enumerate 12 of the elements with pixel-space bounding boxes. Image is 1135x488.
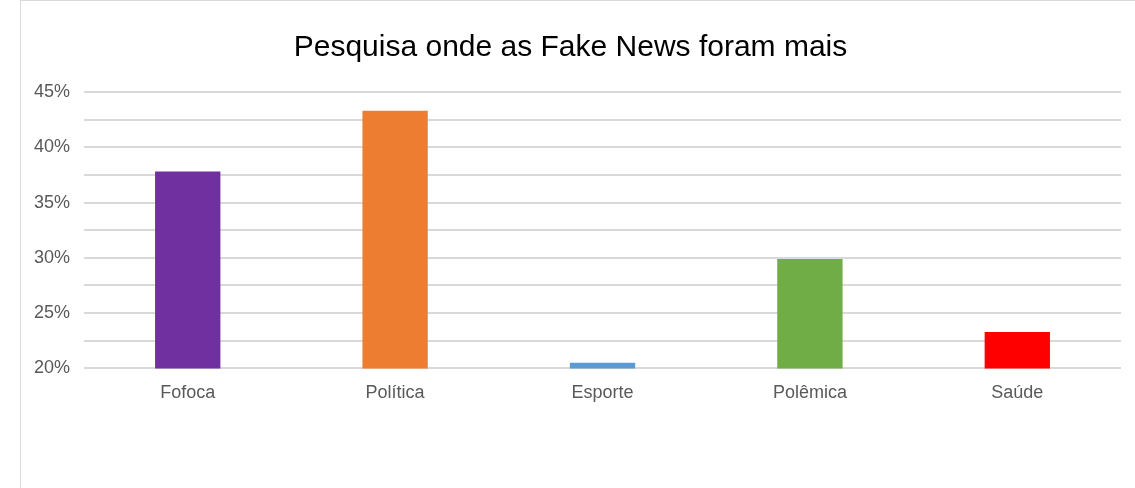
x-tick-label: Saúde: [991, 382, 1044, 403]
x-tick-label: Esporte: [571, 382, 634, 403]
y-tick-label: 30%: [34, 246, 71, 267]
x-tick-label: Fofoca: [160, 382, 217, 403]
chart-title: Pesquisa onde as Fake News foram mais: [293, 29, 848, 63]
y-tick-label: 40%: [34, 136, 71, 157]
y-tick-label: 20%: [34, 357, 71, 378]
x-tick-label: Política: [365, 382, 426, 403]
y-tick-label: 45%: [34, 80, 71, 101]
x-tick-label: Polêmica: [772, 382, 848, 403]
y-tick-label: 35%: [34, 191, 71, 212]
y-tick-label: 25%: [34, 302, 71, 323]
